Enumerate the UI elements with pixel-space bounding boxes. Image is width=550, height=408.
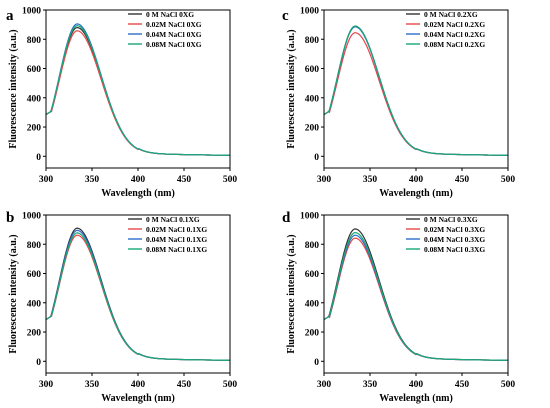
- x-tick-label: 450: [455, 380, 470, 390]
- y-axis-title: Fluorescence intensity (a.u.): [286, 29, 297, 148]
- x-axis-title: Wavelength (nm): [101, 393, 175, 404]
- x-tick-label: 500: [501, 380, 516, 390]
- y-tick-label: 1000: [300, 7, 319, 17]
- chart-panel-c: c 300 350 400 450 500 0 200 400 600 800 1000 Wavelen…: [282, 7, 515, 200]
- y-tick-label: 400: [27, 299, 42, 309]
- panel-letter: b: [6, 210, 14, 226]
- y-axis-title: Fluorescence intensity (a.u.): [286, 234, 297, 353]
- panel-letter: c: [282, 8, 289, 24]
- y-tick-label: 200: [27, 124, 42, 134]
- series-line: [45, 232, 231, 361]
- x-tick-label: 350: [363, 380, 378, 390]
- series-line: [323, 231, 509, 361]
- x-tick-label: 400: [409, 175, 424, 185]
- legend-entry: 0 M NaCl 0.1XG: [146, 215, 200, 224]
- panels: a 300 350 400 450 500 0 200 400 600 800 1000 Wavelen…: [6, 7, 515, 405]
- legend-entry: 0.02M NaCl 0.3XG: [424, 225, 485, 234]
- x-tick-label: 450: [177, 380, 192, 390]
- y-tick-label: 800: [27, 36, 42, 46]
- series-group: [45, 23, 231, 156]
- x-tick-label: 500: [223, 175, 238, 185]
- x-tick-label: 350: [85, 380, 100, 390]
- x-tick-label: 300: [317, 175, 332, 185]
- y-tick-label: 1000: [22, 7, 41, 17]
- y-tick-label: 400: [305, 94, 320, 104]
- y-tick-label: 800: [305, 36, 320, 46]
- y-tick-label: 0: [314, 358, 319, 368]
- y-tick-label: 800: [305, 241, 320, 251]
- y-tick-label: 400: [27, 94, 42, 104]
- x-tick-label: 450: [177, 175, 192, 185]
- x-tick-label: 300: [39, 175, 54, 185]
- series-line: [45, 25, 231, 156]
- legend-entry: 0.02M NaCl 0.1XG: [146, 225, 207, 234]
- chart-panel-a: a 300 350 400 450 500 0 200 400 600 800 1000 Wavelen…: [6, 7, 237, 200]
- y-tick-label: 0: [36, 358, 41, 368]
- x-tick-label: 300: [317, 380, 332, 390]
- y-tick-label: 200: [305, 329, 320, 339]
- y-tick-label: 200: [305, 124, 320, 134]
- x-axis-title: Wavelength (nm): [379, 188, 453, 199]
- y-axis-title: Fluorescence intensity (a.u.): [8, 234, 19, 353]
- legend-entry: 0 M NaCl 0XG: [146, 10, 194, 19]
- legend-entry: 0.08M NaCl 0XG: [146, 40, 202, 49]
- x-tick-label: 400: [131, 380, 146, 390]
- y-tick-label: 200: [27, 329, 42, 339]
- y-tick-label: 600: [27, 270, 42, 280]
- x-axis-title: Wavelength (nm): [101, 188, 175, 199]
- legend-entry: 0.04M NaCl 0.1XG: [146, 235, 207, 244]
- panel-letter: a: [6, 8, 14, 24]
- x-tick-label: 500: [501, 175, 516, 185]
- x-tick-label: 350: [363, 175, 378, 185]
- series-group: [323, 228, 509, 361]
- series-group: [45, 227, 231, 361]
- legend-entry: 0 M NaCl 0.2XG: [424, 10, 478, 19]
- y-tick-label: 1000: [22, 212, 41, 222]
- y-tick-label: 600: [27, 65, 42, 75]
- chart-panel-b: b 300 350 400 450 500 0 200 400 600 800 1000 Wavelen…: [6, 210, 237, 404]
- y-tick-label: 800: [27, 241, 42, 251]
- x-tick-label: 400: [131, 175, 146, 185]
- y-tick-label: 600: [305, 65, 320, 75]
- legend-entry: 0.02M NaCl 0.2XG: [424, 20, 485, 29]
- legend-entry: 0.08M NaCl 0.2XG: [424, 40, 485, 49]
- legend-entry: 0.02M NaCl 0XG: [146, 20, 202, 29]
- x-tick-label: 400: [409, 380, 424, 390]
- panel-letter: d: [282, 210, 291, 226]
- series-group: [323, 25, 509, 156]
- y-tick-label: 600: [305, 270, 320, 280]
- x-tick-label: 300: [39, 380, 54, 390]
- legend-entry: 0 M NaCl 0.3XG: [424, 215, 478, 224]
- legend-entry: 0.08M NaCl 0.1XG: [146, 245, 207, 254]
- x-axis-title: Wavelength (nm): [379, 393, 453, 404]
- chart-panel-d: d 300 350 400 450 500 0 200 400 600 800 1000 Wavelen…: [282, 210, 515, 404]
- y-tick-label: 0: [314, 153, 319, 163]
- legend-entry: 0.04M NaCl 0.3XG: [424, 235, 485, 244]
- legend-entry: 0.04M NaCl 0XG: [146, 30, 202, 39]
- x-tick-label: 450: [455, 175, 470, 185]
- legend-entry: 0.04M NaCl 0.2XG: [424, 30, 485, 39]
- y-tick-label: 1000: [300, 212, 319, 222]
- series-line: [323, 25, 509, 156]
- x-tick-label: 500: [223, 380, 238, 390]
- legend-entry: 0.08M NaCl 0.3XG: [424, 245, 485, 254]
- y-tick-label: 0: [36, 153, 41, 163]
- y-tick-label: 400: [305, 299, 320, 309]
- y-axis-title: Fluorescence intensity (a.u.): [8, 29, 19, 148]
- x-tick-label: 350: [85, 175, 100, 185]
